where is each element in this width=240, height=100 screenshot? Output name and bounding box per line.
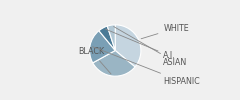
Wedge shape — [99, 26, 115, 50]
Wedge shape — [107, 25, 115, 50]
Text: HISPANIC: HISPANIC — [93, 47, 200, 86]
Text: BLACK: BLACK — [78, 47, 111, 74]
Wedge shape — [90, 31, 115, 63]
Text: A.I.: A.I. — [105, 29, 176, 60]
Wedge shape — [115, 25, 141, 67]
Text: WHITE: WHITE — [141, 24, 189, 39]
Wedge shape — [93, 50, 135, 76]
Text: ASIAN: ASIAN — [114, 26, 188, 67]
